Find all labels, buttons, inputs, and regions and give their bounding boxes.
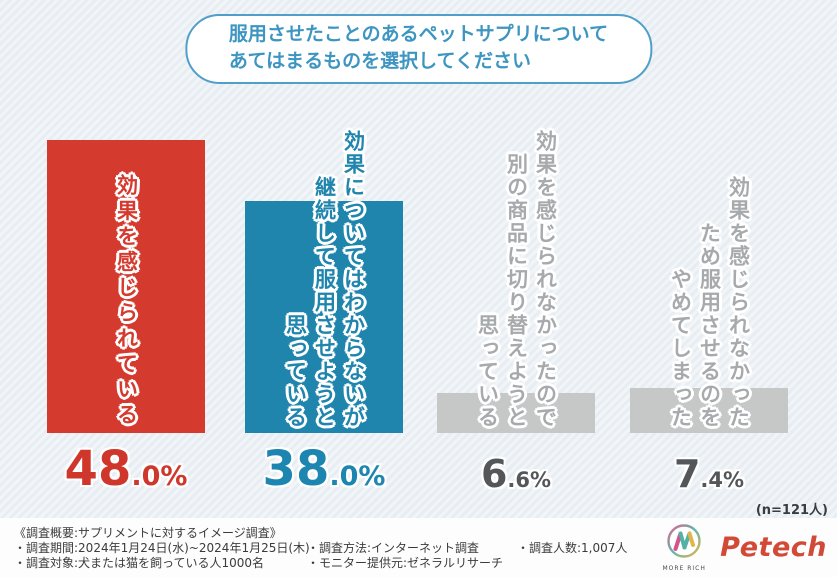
- bar: [630, 387, 788, 433]
- survey-overview: 《調査概要:サプリメントに対するイメージ調査》 ・調査期間:2024年1月24日…: [14, 526, 310, 571]
- footer: 《調査概要:サプリメントに対するイメージ調査》 ・調査期間:2024年1月24日…: [0, 518, 837, 577]
- bar-group-stopped-giving: 効果を感じられなかった ため服用させるのを やめてしまった 7.4%: [630, 0, 788, 577]
- petech-wordmark: Petech: [720, 532, 827, 563]
- bar: [47, 140, 205, 433]
- survey-count-line: ・調査人数:1,007人: [517, 541, 628, 555]
- bar-value: 7.4%: [630, 455, 788, 493]
- bar-value: 48.0%: [47, 445, 205, 493]
- survey-method: ・調査方法:インターネット調査 ・モニター提供元:ゼネラルリサーチ: [307, 541, 503, 571]
- petech-logo: MORE RICH Petech: [661, 523, 827, 572]
- bar-value-main: 6: [480, 452, 508, 496]
- survey-monitor-line: ・モニター提供元:ゼネラルリサーチ: [307, 556, 504, 570]
- bar: [437, 392, 595, 433]
- survey-count: ・調査人数:1,007人: [517, 541, 627, 556]
- bar-value: 38.0%: [245, 445, 403, 493]
- bar-value-main: 38: [262, 441, 330, 497]
- chart-title: 服用させたことのあるペットサプリについて あてはまるものを選択してください: [184, 14, 653, 84]
- bar-value-sub: .4%: [700, 468, 745, 492]
- sample-size-annotation: (n=121人): [755, 503, 828, 518]
- bar-label: 効果を感じられなかった ため服用させるのを やめてしまった: [668, 176, 751, 429]
- bar-value: 6.6%: [437, 455, 595, 493]
- bar-label: 効果を感じられなかったので 別の商品に切り替えようと 思っている: [475, 130, 558, 429]
- bar-group-felt-effect: 効果を感じられている 48.0%: [47, 0, 205, 577]
- chart-title-line2: あてはまるものを選択してください: [228, 49, 531, 72]
- bar-value-sub: .0%: [131, 461, 188, 492]
- bar-value-sub: .0%: [329, 461, 386, 492]
- survey-target: ・調査対象:犬または猫を飼っている人1000名: [14, 556, 264, 570]
- bar-value-main: 48: [64, 441, 132, 497]
- chart-title-line1: 服用させたことのあるペットサプリについて: [228, 23, 609, 45]
- survey-period: ・調査期間:2024年1月24日(水)~2024年1月25日(木): [14, 541, 310, 555]
- bar-label: 効果についてはわからないが 継続して服用させようと 思っている: [283, 130, 366, 429]
- bar-group-switch-product: 効果を感じられなかったので 別の商品に切り替えようと 思っている 6.6%: [437, 0, 595, 577]
- bar-value-main: 7: [673, 452, 701, 496]
- bar-label: 効果を感じられている: [114, 174, 139, 429]
- survey-overview-title: 《調査概要:サプリメントに対するイメージ調査》: [14, 526, 282, 540]
- more-rich-logo: MORE RICH: [661, 523, 707, 572]
- more-rich-label: MORE RICH: [662, 565, 706, 572]
- bar-group-unsure-continue: 効果についてはわからないが 継続して服用させようと 思っている 38.0%: [245, 0, 403, 577]
- survey-method-line: ・調査方法:インターネット調査: [307, 541, 480, 555]
- bar-value-sub: .6%: [507, 468, 552, 492]
- more-rich-m-icon: [667, 524, 701, 558]
- bar: [245, 201, 403, 433]
